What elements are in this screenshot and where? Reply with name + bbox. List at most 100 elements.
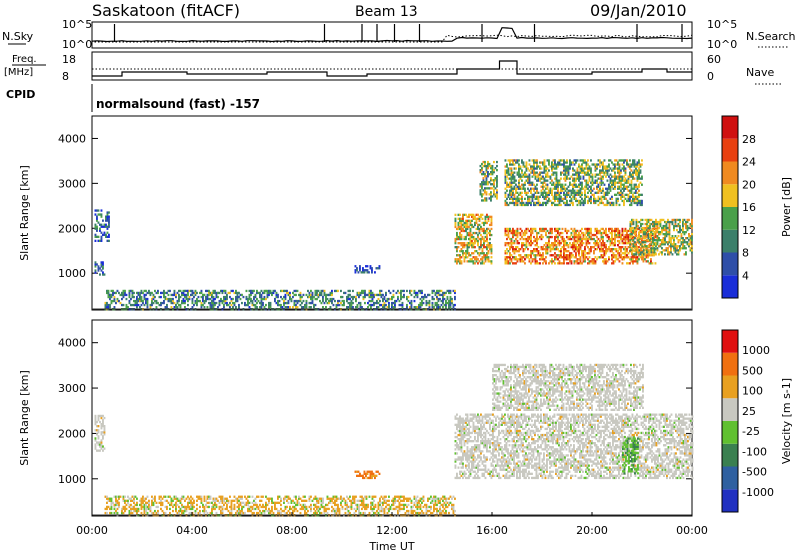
scatter-cell (442, 306, 444, 309)
scatter-cell (115, 509, 117, 513)
scatter-cell (560, 187, 562, 190)
scatter-cell (459, 260, 461, 263)
scatter-cell (614, 233, 616, 237)
scatter-cell (439, 306, 441, 309)
scatter-cell (611, 239, 613, 243)
scatter-cell (545, 246, 547, 249)
scatter-cell (614, 227, 616, 231)
scatter-cell (519, 173, 522, 176)
scatter-cell (415, 293, 417, 297)
scatter-cell (286, 291, 288, 295)
scatter-cell (647, 245, 650, 248)
scatter-cell (218, 495, 221, 498)
scatter-cell (661, 251, 663, 254)
scatter-cell (493, 169, 495, 172)
scatter-cell (533, 193, 535, 196)
scatter-cell (522, 175, 525, 178)
scatter-cell (510, 175, 513, 178)
scatter-cell (631, 226, 633, 230)
scatter-cell (187, 495, 189, 498)
scatter-cell (545, 191, 547, 194)
scatter-cell (96, 229, 98, 232)
scatter-cell (475, 237, 478, 241)
scatter-cell (667, 226, 669, 230)
scatter-cell (191, 505, 194, 509)
scatter-cell (245, 295, 248, 299)
scatter-cell (287, 495, 290, 498)
scatter-cell (116, 299, 119, 303)
scatter-cell (605, 165, 607, 168)
scatter-cell (184, 299, 186, 303)
scatter-cell (329, 297, 332, 301)
scatter-cell (100, 445, 103, 448)
scatter-cell (311, 295, 314, 299)
scatter-cell (97, 425, 100, 428)
scatter-cell (575, 159, 577, 162)
scatter-cell (543, 248, 546, 251)
scatter-cell (522, 183, 525, 186)
scatter-cell (516, 187, 519, 190)
scatter-cell (548, 244, 550, 247)
scatter-cell (593, 201, 595, 205)
scatter-cell (513, 171, 516, 174)
scatter-cell (209, 303, 212, 307)
scatter-cell (466, 219, 469, 222)
scatter-cell (688, 243, 690, 246)
scatter-cell (587, 252, 589, 255)
scatter-cell (212, 306, 215, 309)
scatter-cell (662, 249, 665, 252)
scatter-cell (487, 250, 490, 253)
scatter-cell (677, 253, 680, 256)
scatter-cell (203, 497, 206, 500)
scatter-cell (230, 511, 233, 515)
scatter-cell (487, 246, 490, 249)
scatter-cell (507, 173, 510, 176)
scatter-cell (166, 306, 168, 309)
scatter-cell (490, 215, 493, 218)
scatter-cell (627, 181, 630, 184)
scatter-cell (567, 262, 570, 265)
y-tick-label: 1000 (58, 267, 86, 280)
scatter-cell (451, 301, 453, 305)
scatter-cell (251, 289, 254, 293)
scatter-cell (590, 199, 592, 203)
scatter-cell (182, 291, 185, 295)
scatter-cell (256, 289, 258, 293)
scatter-cell (214, 507, 216, 511)
scatter-cell (175, 495, 177, 498)
scatter-cell (356, 269, 358, 272)
scatter-cell (268, 289, 270, 293)
scatter-cell (530, 171, 532, 174)
scatter-cell (483, 254, 485, 257)
y-axis-label: Slant Range [km] (18, 165, 31, 261)
scatter-cell (655, 218, 657, 222)
scatter-cell (172, 293, 174, 297)
scatter-cell (629, 226, 632, 230)
scatter-cell (650, 218, 653, 222)
scatter-cell (606, 199, 609, 203)
scatter-cell (359, 269, 361, 272)
scatter-cell (631, 243, 633, 246)
scatter-cell (211, 303, 213, 307)
scatter-cell (481, 187, 483, 190)
scatter-cell (637, 239, 639, 242)
scatter-cell (512, 191, 514, 194)
scatter-cell (525, 246, 528, 249)
scatter-cell (175, 295, 177, 299)
scatter-cell (389, 291, 392, 295)
scatter-cell (127, 501, 129, 504)
scatter-cell (534, 197, 537, 200)
scatter-cell (242, 501, 245, 504)
scatter-cell (257, 495, 260, 498)
scatter-cell (551, 191, 553, 194)
scatter-cell (304, 303, 306, 307)
scatter-cell (507, 229, 510, 233)
scatter-cell (641, 175, 643, 178)
scatter-cell (248, 509, 251, 513)
scatter-cell (212, 497, 215, 500)
scatter-cell (579, 235, 582, 239)
scatter-cell (567, 258, 570, 261)
scatter-cell (512, 242, 514, 245)
scatter-cell (175, 303, 177, 307)
scatter-cell (299, 299, 302, 303)
